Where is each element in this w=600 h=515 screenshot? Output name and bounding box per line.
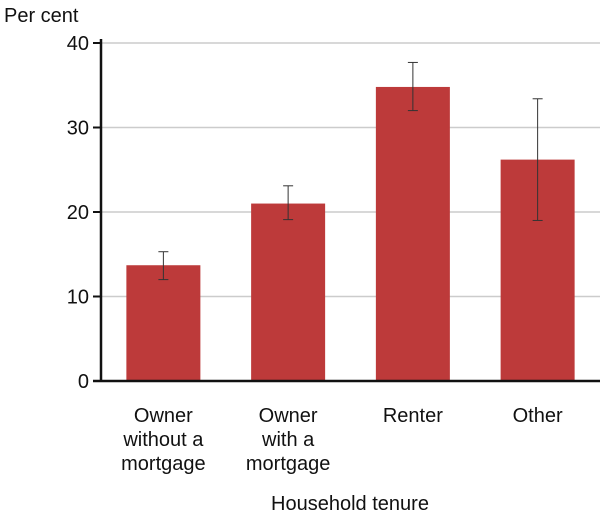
y-tick-label-20: 20 [67, 202, 89, 224]
x-tick-label-2-0: Renter [383, 405, 443, 427]
x-tick-label-3-0: Other [513, 405, 563, 427]
x-tick-label-0-1: without a [122, 429, 204, 451]
bar-2 [375, 86, 450, 381]
y-tick-label-0: 0 [78, 371, 89, 393]
bar-1 [251, 203, 326, 381]
x-tick-label-1-2: mortgage [246, 453, 331, 475]
x-tick-label-1-1: with a [261, 429, 315, 451]
bars [126, 86, 575, 381]
x-tick-label-0-2: mortgage [121, 453, 206, 475]
y-tick-label-30: 30 [67, 118, 89, 140]
x-axis-title: Household tenure [271, 493, 429, 515]
y-tick-label-40: 40 [67, 33, 89, 55]
x-tick-label-0-0: Owner [134, 405, 193, 427]
y-axis-title: Per cent [4, 5, 79, 27]
x-tick-label-1-0: Owner [259, 405, 318, 427]
y-axis: 0 10 20 30 40 [67, 33, 103, 393]
bar-0 [126, 265, 201, 381]
y-tick-label-10: 10 [67, 287, 89, 309]
error-bars [158, 61, 543, 281]
